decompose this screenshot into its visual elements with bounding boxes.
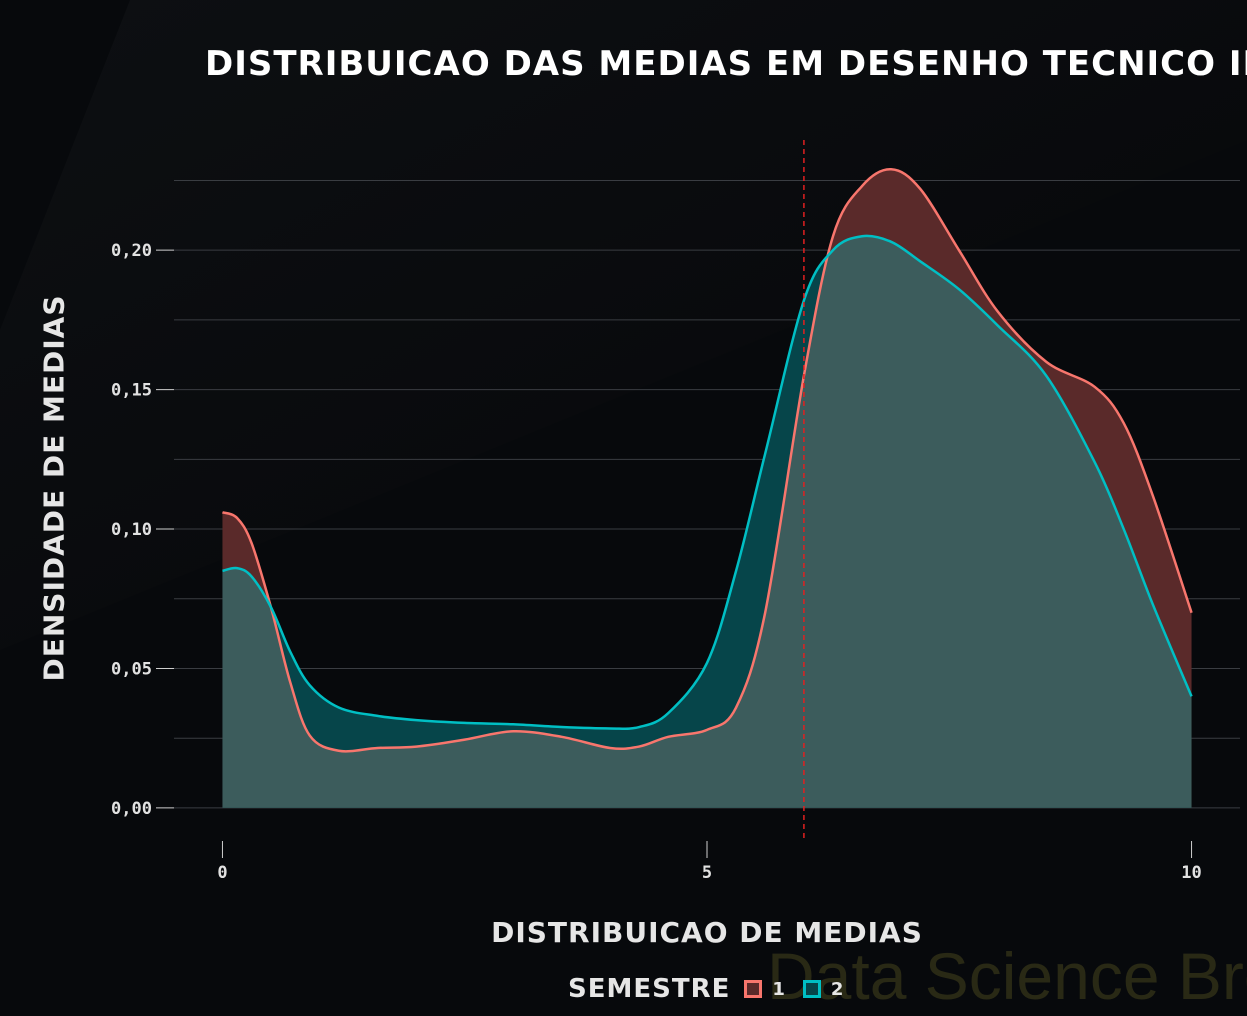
legend-key-1 [744, 980, 763, 998]
legend-item-1[interactable]: 1 [744, 979, 785, 1000]
x-tick-label: 10 [1181, 863, 1201, 883]
legend-key-2 [802, 980, 821, 998]
chart-title: DISTRIBUICAO DAS MEDIAS EM DESENHO TECNI… [205, 44, 1247, 84]
y-tick-label: 0,15 [111, 381, 152, 401]
axes: 0,00 0,05 0,10 0,15 0,20 0 5 10 [111, 241, 1202, 883]
y-axis-label: DENSIDADE DE MEDIAS [37, 294, 71, 682]
legend-item-2[interactable]: 2 [802, 978, 844, 1000]
density-line-series-1 [222, 168, 1193, 753]
legend-title: SEMESTRE [568, 974, 731, 1004]
y-tick-label: 0,00 [111, 799, 152, 819]
x-tick-label: 0 [217, 863, 227, 883]
x-axis-label: DISTRIBUICAO DE MEDIAS [491, 916, 923, 949]
x-tick-label: 5 [702, 863, 712, 883]
legend-label-2: 2 [830, 978, 844, 1000]
y-tick-label: 0,20 [111, 241, 152, 261]
y-tick-label: 0,10 [111, 520, 152, 540]
y-tick-label: 0,05 [111, 659, 152, 679]
legend-label-1: 1 [772, 978, 785, 1000]
density-fill-overlap [222, 235, 1192, 808]
background-shade [0, 0, 1247, 650]
watermark: Data Science Broon [767, 939, 1247, 1013]
legend: SEMESTRE 1 2 [568, 974, 851, 1004]
density-line-series-2 [222, 234, 1193, 730]
density-areas [222, 168, 1193, 808]
